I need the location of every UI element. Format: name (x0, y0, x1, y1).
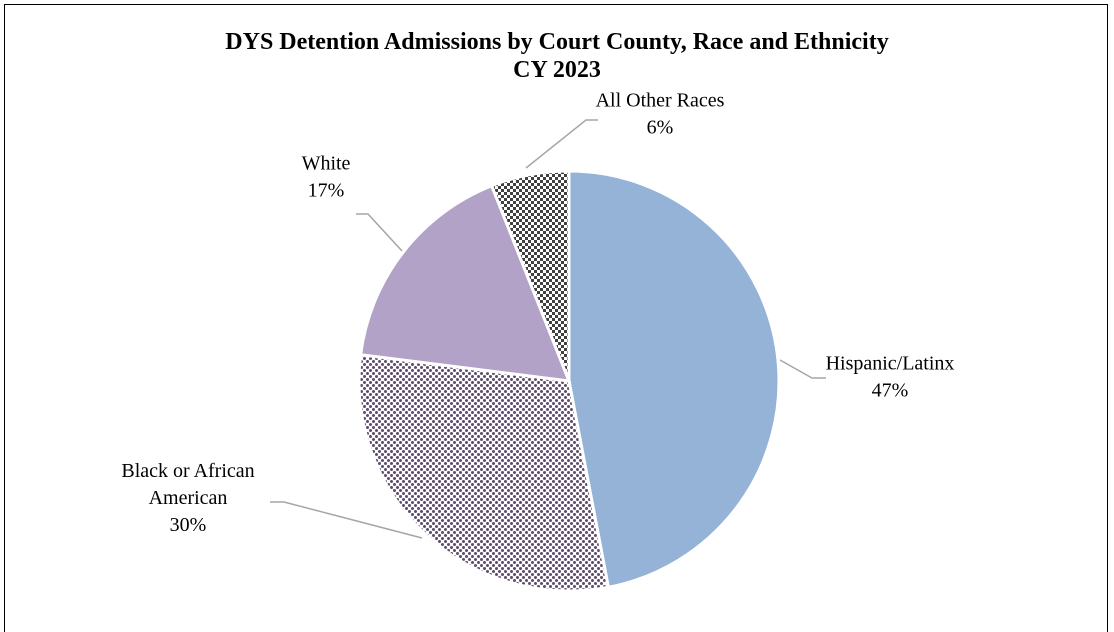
pie-slice-hispanic-latinx (567, 169, 781, 590)
pie-slice-black-or-african-american (357, 353, 611, 593)
data-label-category: American (149, 487, 228, 509)
data-label-white: White 17% (302, 153, 351, 202)
leader-line-all-other-races (525, 119, 598, 169)
chart-title-block: DYS Detention Admissions by Court County… (0, 28, 1114, 84)
leader-line-black-or-african-american (270, 501, 423, 539)
data-label-black-or-african-american: Black or African American 30% (121, 460, 254, 536)
data-labels-layer: Hispanic/Latinx 47% Black or African Americ… (121, 90, 954, 537)
data-label-value: 47% (872, 380, 909, 402)
data-label-all-other-races: All Other Races 6% (596, 90, 725, 139)
leader-line-hispanic-latinx (779, 359, 826, 379)
leader-line-white (356, 213, 403, 252)
slices-layer (357, 169, 781, 593)
data-label-value: 30% (170, 514, 207, 536)
data-label-category: Hispanic/Latinx (826, 353, 955, 375)
leader-lines-layer (270, 119, 826, 539)
chart-subtitle: CY 2023 (513, 57, 601, 83)
data-label-hispanic-latinx: Hispanic/Latinx 47% (826, 353, 955, 402)
chart-frame (4, 4, 1108, 632)
data-label-value: 17% (308, 180, 345, 202)
data-label-value: 6% (647, 117, 674, 139)
pie-slice-all-other-races (489, 169, 571, 382)
data-label-category: All Other Races (596, 90, 725, 112)
chart-title: DYS Detention Admissions by Court County… (225, 29, 889, 55)
pie-slice-white (358, 183, 572, 383)
data-label-category: Black or African (121, 460, 254, 482)
data-label-category: White (302, 153, 351, 175)
